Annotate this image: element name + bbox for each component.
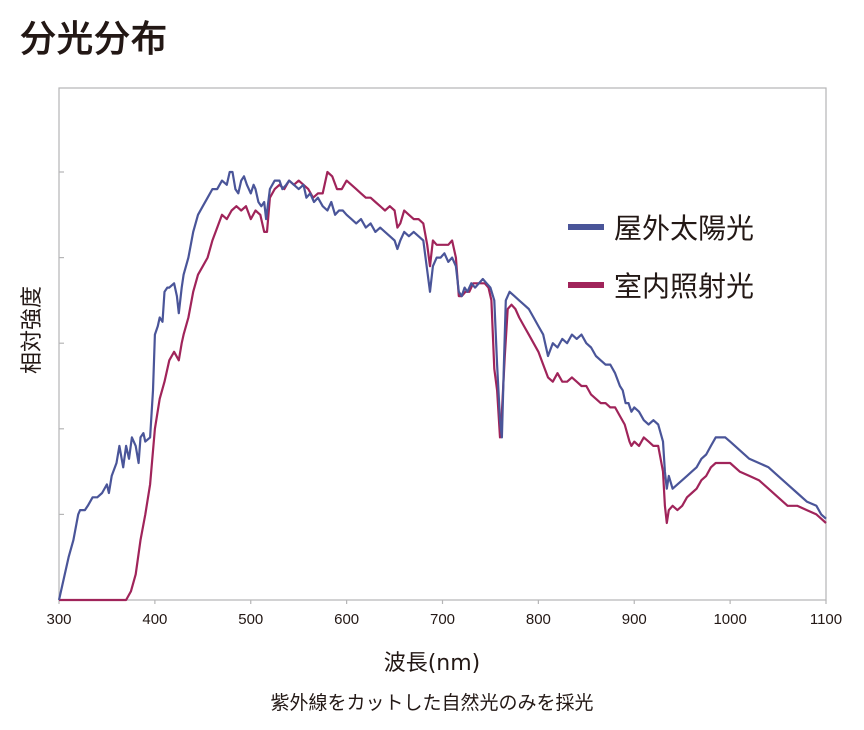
page-title: 分光分布 <box>20 19 169 60</box>
x-tick-label: 1000 <box>713 611 746 628</box>
x-tick-label: 300 <box>46 611 71 628</box>
x-axis-ticks: 300 400 500 600 700 800 900 1000 1100 <box>46 600 842 628</box>
x-tick-label: 600 <box>334 611 359 628</box>
x-tick-label: 700 <box>430 611 455 628</box>
x-tick-label: 500 <box>238 611 263 628</box>
caption: 紫外線をカットした自然光のみを採光 <box>270 692 594 714</box>
x-tick-label: 400 <box>142 611 167 628</box>
y-axis-ticks <box>59 171 64 601</box>
series-line-indoor <box>59 170 827 602</box>
legend-item-outdoor: 屋外太陽光 <box>568 198 754 256</box>
legend-label-outdoor: 屋外太陽光 <box>614 212 755 245</box>
series-layer <box>57 170 827 602</box>
legend-label-indoor: 室内照射光 <box>614 270 755 303</box>
legend-swatch-indoor <box>568 282 604 288</box>
x-tick-label: 800 <box>526 611 551 628</box>
series-line-outdoor <box>57 170 827 601</box>
plot-frame <box>58 87 827 601</box>
x-tick-label: 1100 <box>810 611 842 628</box>
y-axis-label: 相対強度 <box>20 285 45 375</box>
legend-item-indoor: 室内照射光 <box>568 256 754 314</box>
x-axis-label: 波長(nm) <box>383 651 481 676</box>
x-tick-label: 900 <box>622 611 647 628</box>
legend: 屋外太陽光 室内照射光 <box>568 198 754 314</box>
legend-swatch-outdoor <box>568 224 604 230</box>
